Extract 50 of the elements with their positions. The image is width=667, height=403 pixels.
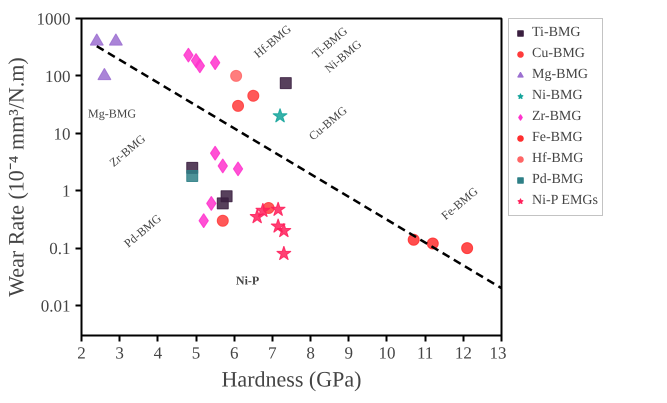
x-tick-label: 4: [154, 344, 163, 362]
x-tick-label: 12: [454, 344, 472, 362]
x-axis-title: Hardness (GPa): [222, 366, 362, 392]
legend-label: Ni-BMG: [532, 87, 583, 105]
x-tick-label: 5: [192, 344, 200, 362]
legend-label: Hf-BMG: [532, 150, 584, 168]
x-tick-label: 8: [306, 344, 315, 362]
x-tick-label: 11: [416, 344, 434, 362]
y-tick-label: 0.01: [40, 296, 70, 316]
y-axis-title: Wear Rate (10⁻⁴ mm³/N.m): [4, 57, 28, 297]
point: [230, 70, 242, 82]
point: [276, 246, 292, 260]
y-tick-label: 100: [45, 66, 70, 86]
point: [270, 202, 286, 216]
x-tick-label: 10: [378, 344, 396, 362]
legend-label: Ti-BMG: [532, 24, 581, 42]
legend-label: Cu-BMG: [532, 45, 585, 63]
annotation: Mg-BMG: [88, 106, 136, 121]
legend-label: Ni-P EMGs: [532, 192, 598, 210]
point: [210, 55, 220, 70]
annotation: Ni-P: [236, 274, 260, 288]
point: [232, 100, 244, 112]
legend-label: Zr-BMG: [532, 108, 582, 126]
x-tick-label: 3: [115, 344, 124, 362]
point: [272, 108, 288, 123]
point: [255, 202, 270, 218]
y-tick-label: 0.1: [49, 239, 70, 258]
point: [461, 242, 474, 254]
point: [247, 90, 260, 102]
legend-label: Pd-BMG: [532, 171, 584, 189]
legend-label: Mg-BMG: [532, 66, 588, 84]
x-tick-label: 9: [344, 344, 354, 362]
point: [250, 208, 265, 224]
legend-label: Fe-BMG: [532, 129, 583, 147]
x-tick-label: 13: [490, 344, 506, 362]
x-tick-label: 6: [230, 344, 238, 362]
point: [232, 161, 244, 176]
point: [276, 222, 292, 238]
point: [216, 197, 229, 210]
y-tick-label: 1000: [36, 10, 70, 28]
point: [280, 77, 292, 90]
x-tick-label: 7: [268, 344, 278, 362]
point: [210, 146, 220, 161]
y-tick-label: 10: [54, 124, 70, 144]
point: [194, 58, 206, 74]
point: [186, 170, 198, 182]
y-tick-label: 1: [62, 182, 70, 201]
point: [216, 214, 229, 227]
x-tick-label: 2: [77, 344, 86, 362]
point: [183, 48, 194, 63]
